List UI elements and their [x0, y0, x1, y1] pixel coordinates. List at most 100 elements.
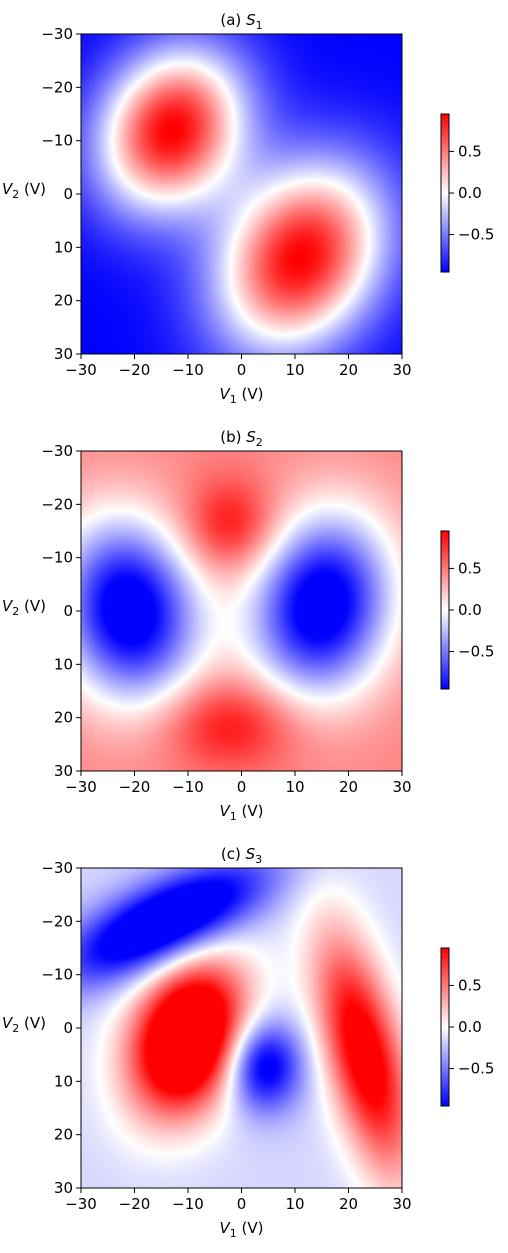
chart-title-var: S [246, 11, 256, 29]
x-tick-label: 0 [237, 1195, 247, 1213]
y-tick-label: −20 [41, 912, 73, 930]
y-tick-label: −20 [41, 78, 73, 96]
colorbar-tick-label: −0.5 [458, 643, 494, 661]
x-tick-label: 0 [237, 778, 247, 796]
x-axis-label: V1 (V) [220, 385, 264, 406]
y-tick-label: 10 [54, 1072, 73, 1090]
x-tick-label: 30 [392, 361, 411, 379]
x-tick-label: −10 [172, 1195, 204, 1213]
y-axis-label-var: V [2, 597, 14, 615]
colorbar-gradient [440, 947, 450, 1107]
x-tick-label: 10 [285, 1195, 304, 1213]
chart-title-var: S [246, 845, 256, 863]
x-tick-label: 30 [392, 1195, 411, 1213]
heatmap-image [81, 34, 402, 354]
y-axis-label: V2 (V) [2, 180, 46, 201]
x-tick-label: 20 [339, 778, 358, 796]
y-tick-label: 10 [54, 238, 73, 256]
heatmap-image [81, 868, 402, 1188]
colorbar: 0.5 0.0 −0.5 [440, 947, 494, 1107]
x-axis-label-unit: (V) [237, 1219, 264, 1237]
x-tick-label: −30 [65, 361, 97, 379]
y-tick-label: −20 [41, 495, 73, 513]
y-tick-label: 20 [54, 1126, 73, 1144]
y-tick-label: −30 [41, 859, 73, 877]
chart-title-sub: 1 [256, 19, 263, 32]
colorbar-tick-label: 0.5 [458, 559, 482, 577]
x-axis-label-sub: 1 [230, 393, 237, 406]
chart-title-sub: 2 [256, 436, 263, 449]
x-axis-label-var: V [220, 1219, 232, 1237]
y-axis-label-unit: (V) [19, 180, 46, 198]
x-tick-label: −30 [65, 1195, 97, 1213]
y-tick-label: −10 [41, 549, 73, 567]
y-tick-label: −10 [41, 132, 73, 150]
y-axis-label: V2 (V) [2, 1014, 46, 1035]
x-tick-label: −20 [119, 1195, 151, 1213]
chart-title-sub: 3 [255, 853, 262, 866]
y-tick-label: 20 [54, 292, 73, 310]
y-axis-label-sub: 2 [12, 1022, 19, 1035]
colorbar-gradient [440, 530, 450, 690]
x-tick-label: −10 [172, 361, 204, 379]
y-tick-label: 0 [63, 185, 73, 203]
x-tick-label: −20 [119, 361, 151, 379]
y-axis-label-var: V [2, 1014, 14, 1032]
y-tick-label: 20 [54, 709, 73, 727]
y-tick-label: −30 [41, 25, 73, 43]
x-tick-label: 0 [237, 361, 247, 379]
x-axis-label: V1 (V) [220, 1219, 264, 1240]
y-axis-label-unit: (V) [19, 597, 46, 615]
chart-title-var: S [246, 428, 256, 446]
x-tick-label: −10 [172, 778, 204, 796]
x-axis-label-unit: (V) [237, 385, 264, 403]
colorbar-tick-label: −0.5 [458, 1060, 494, 1078]
heatmap-image [81, 451, 402, 771]
colorbar-tick-label: 0.0 [458, 184, 482, 202]
x-axis-label-var: V [220, 385, 232, 403]
y-tick-label: 0 [63, 602, 73, 620]
chart-title: (a) S1 [220, 11, 262, 32]
chart-title: (c) S3 [221, 845, 262, 866]
x-tick-label: −20 [119, 778, 151, 796]
chart-title: (b) S2 [220, 428, 263, 449]
chart-title-prefix: (c) [221, 845, 246, 863]
x-axis-label-sub: 1 [230, 1227, 237, 1240]
y-axis-label-sub: 2 [12, 605, 19, 618]
colorbar-gradient [440, 113, 450, 273]
y-tick-label: 30 [54, 1179, 73, 1197]
x-tick-label: 10 [285, 778, 304, 796]
y-axis-label: V2 (V) [2, 597, 46, 618]
y-axis-label-var: V [2, 180, 14, 198]
y-tick-label: −10 [41, 966, 73, 984]
y-tick-label: 0 [63, 1019, 73, 1037]
colorbar-tick-label: 0.5 [458, 142, 482, 160]
x-tick-label: 20 [339, 1195, 358, 1213]
x-axis-label-sub: 1 [230, 810, 237, 823]
y-tick-label: −30 [41, 442, 73, 460]
x-tick-label: 20 [339, 361, 358, 379]
x-axis-label: V1 (V) [220, 802, 264, 823]
x-tick-label: 30 [392, 778, 411, 796]
y-axis-label-unit: (V) [19, 1014, 46, 1032]
chart-title-prefix: (b) [220, 428, 246, 446]
y-tick-label: 30 [54, 762, 73, 780]
chart-title-prefix: (a) [220, 11, 246, 29]
colorbar-tick-label: 0.0 [458, 1018, 482, 1036]
y-tick-label: 10 [54, 655, 73, 673]
colorbar: 0.5 0.0 −0.5 [440, 113, 494, 273]
x-tick-label: −30 [65, 778, 97, 796]
x-axis-label-unit: (V) [237, 802, 264, 820]
colorbar-tick-label: −0.5 [458, 226, 494, 244]
colorbar-tick-label: 0.0 [458, 601, 482, 619]
colorbar-tick-label: 0.5 [458, 976, 482, 994]
x-tick-label: 10 [285, 361, 304, 379]
colorbar: 0.5 0.0 −0.5 [440, 530, 494, 690]
y-axis-label-sub: 2 [12, 188, 19, 201]
y-tick-label: 30 [54, 345, 73, 363]
x-axis-label-var: V [220, 802, 232, 820]
